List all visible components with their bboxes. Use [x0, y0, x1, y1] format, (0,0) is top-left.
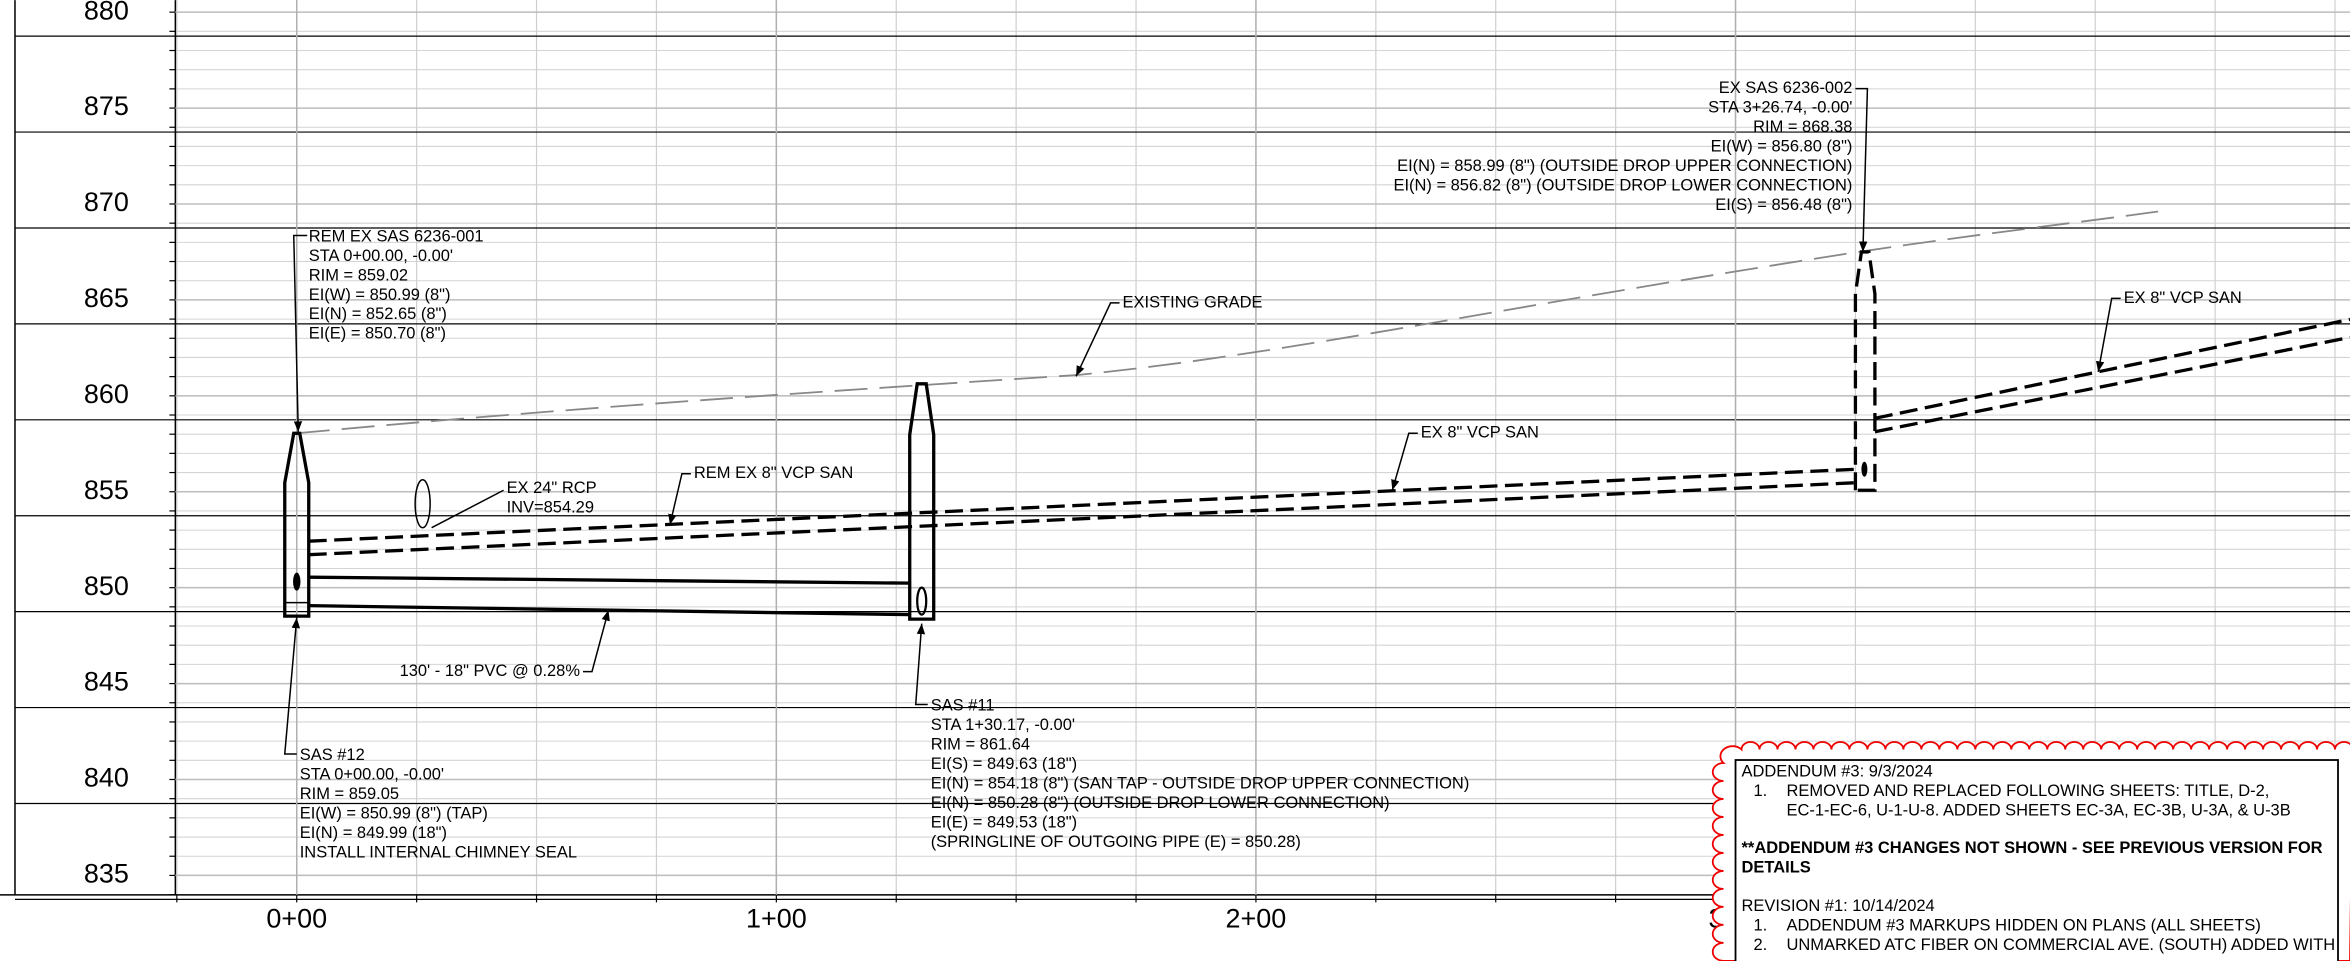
pipe-opening	[293, 572, 301, 591]
y-tick-label: 840	[84, 763, 129, 793]
annotation-line: EXISTING GRADE	[1123, 293, 1263, 311]
leader	[1391, 432, 1418, 491]
annotation-line: EI(W) = 856.80 (8")	[1711, 137, 1853, 155]
leader	[1075, 302, 1120, 377]
item-text: EC-1-EC-6, U-1-U-8. ADDED SHEETS EC-3A, …	[1786, 801, 2290, 819]
existing-grade	[296, 210, 2159, 435]
item-text: REMOVED AND REPLACED FOLLOWING SHEETS: T…	[1786, 782, 2269, 800]
annotation-line: EI(N) = 854.18 (8") (SAN TAP - OUTSIDE D…	[931, 774, 1470, 792]
pvc-pipe	[308, 575, 910, 585]
leader	[914, 623, 928, 706]
annotation-line: EX 8" VCP SAN	[2124, 289, 2242, 307]
rcp-pipe	[414, 479, 431, 529]
leader	[1855, 87, 1869, 252]
note: **ADDENDUM #3 CHANGES NOT SHOWN - SEE PR…	[1742, 839, 2323, 857]
annotation-line: STA 0+00.00, -0.00'	[300, 765, 444, 783]
item-text: UNMARKED ATC FIBER ON COMMERCIAL AVE. (S…	[1786, 936, 2335, 954]
leader	[583, 609, 610, 673]
leader	[431, 489, 504, 529]
x-tick-label: 2+00	[1226, 904, 1287, 934]
annotation-line: STA 1+30.17, -0.00'	[931, 716, 1075, 734]
item-number: 1.	[1754, 782, 1768, 800]
leader	[292, 234, 308, 432]
annotation-line: EI(W) = 850.99 (8")	[309, 286, 451, 304]
leader	[668, 473, 691, 525]
vcp-pipe	[1874, 317, 2350, 420]
annotation-line: SAS #11	[931, 696, 995, 714]
profile-shapes	[283, 87, 2350, 755]
item-text: ADDENDUM #3 MARKUPS HIDDEN ON PLANS (ALL…	[1786, 917, 2260, 935]
manhole-sas-12	[283, 431, 311, 618]
annotation-line: EI(N) = 850.28 (8") (OUTSIDE DROP LOWER …	[931, 794, 1390, 812]
annotation-line: EX 8" VCP SAN	[1421, 424, 1539, 442]
y-tick-label: 880	[84, 0, 129, 25]
annotation-line: EI(S) = 849.63 (18")	[931, 755, 1077, 773]
revision-frame	[1734, 759, 2339, 961]
annotation-line: RIM = 861.64	[931, 735, 1030, 753]
note: DETAILS	[1742, 858, 1811, 876]
y-tick-label: 860	[84, 379, 129, 409]
annotation-line: INV=854.29	[507, 499, 594, 517]
y-tick-label: 855	[84, 475, 129, 505]
annotation-line: EX 24" RCP	[507, 479, 597, 497]
annotation-line: EI(N) = 852.65 (8")	[309, 305, 447, 323]
y-tick-label: 875	[84, 91, 129, 121]
pipe-opening	[1861, 461, 1868, 477]
annotation-line: EI(W) = 850.99 (8") (TAP)	[300, 804, 488, 822]
annotation-line: EI(N) = 849.99 (18")	[300, 824, 447, 842]
annotation-line: RIM = 868.38	[1753, 118, 1852, 136]
y-tick-label: 850	[84, 571, 129, 601]
y-tick-label: 835	[84, 859, 129, 889]
manhole-6236-002	[1853, 250, 1877, 492]
annotation-line: (SPRINGLINE OF OUTGOING PIPE (E) = 850.2…	[931, 833, 1301, 851]
annotation-line: RIM = 859.05	[300, 785, 399, 803]
y-tick-label: 865	[84, 283, 129, 313]
manhole-sas-11	[908, 382, 936, 621]
annotation-line: EI(N) = 858.99 (8") (OUTSIDE DROP UPPER …	[1397, 157, 1852, 175]
leader	[2095, 297, 2121, 372]
annotation-line: REM EX SAS 6236-001	[309, 227, 484, 245]
revision-title: REVISION #1: 10/14/2024	[1742, 897, 1935, 915]
revision-box: ADDENDUM #3: 9/3/2024 1. REMOVED AND REPLA…	[1711, 741, 2350, 961]
annotation-line: RIM = 859.02	[309, 266, 408, 284]
annotation-line: EI(E) = 850.70 (8")	[309, 325, 446, 343]
item-number: 1.	[1754, 917, 1768, 935]
leader	[283, 617, 301, 755]
vcp-pipe	[308, 467, 1856, 543]
vcp-pipe	[308, 481, 1856, 557]
y-tick-label: 845	[84, 667, 129, 697]
annotation-line: EI(E) = 849.53 (18")	[931, 813, 1077, 831]
annotation-line: STA 3+26.74, -0.00'	[1708, 98, 1852, 116]
annotation-line: EI(S) = 856.48 (8")	[1715, 196, 1852, 214]
x-tick-label: 0+00	[266, 904, 327, 934]
item-number: 2.	[1754, 936, 1768, 954]
x-tick-label: 1+00	[746, 904, 807, 934]
annotation-line: 130' - 18" PVC @ 0.28%	[400, 662, 581, 680]
annotation-line: STA 0+00.00, -0.00'	[309, 247, 453, 265]
addendum-title: ADDENDUM #3: 9/3/2024	[1742, 762, 1933, 780]
y-tick-label: 870	[84, 187, 129, 217]
pipe-opening	[916, 586, 928, 616]
vcp-pipe	[1874, 335, 2350, 434]
annotation-line: EX SAS 6236-002	[1719, 79, 1853, 97]
annotation-line: REM EX 8" VCP SAN	[694, 464, 853, 482]
annotation-line: INSTALL INTERNAL CHIMNEY SEAL	[300, 843, 577, 861]
annotation-line: EI(N) = 856.82 (8") (OUTSIDE DROP LOWER …	[1393, 176, 1852, 194]
grid: 880 875 870 865 860 855 850 845 840 835 0+00 1+00 2+…	[0, 0, 2350, 934]
annotation-line: SAS #12	[300, 746, 365, 764]
